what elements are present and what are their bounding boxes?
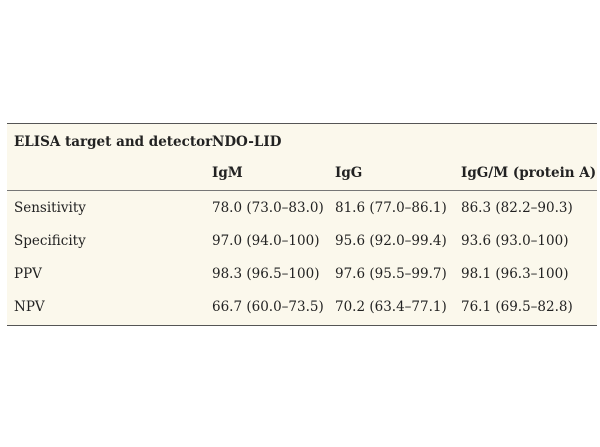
header-label: ELISA target and detector xyxy=(14,134,213,150)
cell-value: 86.3 (82.2–90.3) xyxy=(461,200,573,216)
table: ELISA target and detector NDO-LID IgM IgG… xyxy=(7,123,597,326)
cell-value: 97.0 (94.0–100) xyxy=(212,233,320,249)
cell-value: 95.6 (92.0–99.4) xyxy=(335,233,447,249)
row-label: PPV xyxy=(14,266,42,282)
header-rule xyxy=(7,190,597,191)
cell-value: 98.1 (96.3–100) xyxy=(461,266,569,282)
cell-value: 66.7 (60.0–73.5) xyxy=(212,299,324,315)
row-label: Specificity xyxy=(14,233,86,249)
column-header: IgM xyxy=(212,165,243,181)
cell-value: 81.6 (77.0–86.1) xyxy=(335,200,447,216)
column-header: IgG xyxy=(335,165,363,181)
column-header: IgG/M (protein A) xyxy=(461,165,597,181)
row-label: NPV xyxy=(14,299,45,315)
cell-value: 93.6 (93.0–100) xyxy=(461,233,569,249)
cell-value: 98.3 (96.5–100) xyxy=(212,266,320,282)
cell-value: 78.0 (73.0–83.0) xyxy=(212,200,324,216)
cell-value: 76.1 (69.5–82.8) xyxy=(461,299,573,315)
cell-value: 70.2 (63.4–77.1) xyxy=(335,299,447,315)
header-group: NDO-LID xyxy=(212,134,282,150)
row-label: Sensitivity xyxy=(14,200,86,216)
cell-value: 97.6 (95.5–99.7) xyxy=(335,266,447,282)
